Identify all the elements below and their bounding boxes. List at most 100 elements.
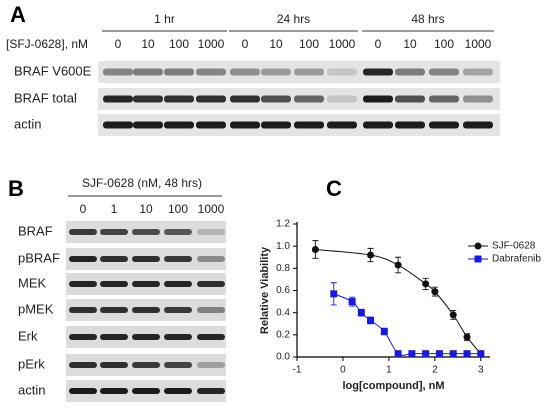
- blot-band: [196, 68, 226, 76]
- x-tick-label: 3: [478, 365, 484, 376]
- row-label: BRAF: [18, 223, 53, 238]
- blot-band: [429, 95, 459, 103]
- blot-band: [133, 121, 163, 129]
- blot-band: [294, 95, 324, 103]
- row-label: pBRAF: [18, 250, 60, 265]
- y-tick-label: 1.0: [276, 241, 290, 252]
- blot-band: [100, 362, 128, 368]
- blot-band: [327, 95, 357, 103]
- data-point: [394, 350, 402, 358]
- dose-label: 1000: [465, 37, 492, 51]
- dose-label: 1000: [198, 37, 225, 51]
- dose-label: 10: [403, 37, 417, 51]
- blot-band: [100, 307, 128, 313]
- blot-band: [395, 95, 425, 103]
- blot-strip: [98, 61, 500, 83]
- y-tick-label: 1.2: [276, 219, 290, 230]
- x-tick-label: 1: [386, 365, 392, 376]
- blot-band: [164, 95, 194, 103]
- blot-band: [69, 256, 97, 262]
- blot-band: [164, 68, 194, 76]
- blot-band: [132, 229, 160, 235]
- blot-band: [133, 68, 163, 76]
- data-point: [357, 309, 365, 317]
- legend-marker: [474, 255, 482, 263]
- blot-band: [164, 362, 192, 368]
- row-label: BRAF V600E: [14, 63, 92, 78]
- legend-marker: [474, 242, 482, 250]
- dose-label: 100: [299, 37, 319, 51]
- blot-band: [100, 281, 128, 287]
- dose-label: 1000: [198, 202, 225, 216]
- data-point: [422, 350, 430, 358]
- data-point: [330, 290, 338, 298]
- blot-band: [132, 334, 160, 340]
- data-point: [311, 245, 319, 253]
- y-tick-label: 0.8: [276, 263, 290, 274]
- legend-label: SJF-0628: [492, 241, 536, 252]
- blot-band: [197, 362, 225, 368]
- dose-label: [SFJ-0628], nM: [6, 37, 88, 51]
- blot-band: [197, 281, 225, 287]
- blot-band: [100, 388, 128, 394]
- time-label: 48 hrs: [411, 12, 444, 26]
- panel-letter: C: [326, 176, 342, 201]
- blot-band: [261, 121, 291, 129]
- data-point: [367, 251, 375, 259]
- blot-band: [230, 68, 260, 76]
- legend-label: Dabrafenib: [492, 254, 541, 265]
- x-tick-label: 0: [340, 365, 346, 376]
- blot-band: [132, 256, 160, 262]
- x-tick-label: -1: [293, 365, 302, 376]
- time-label: 1 hr: [154, 12, 175, 26]
- blot-band: [164, 229, 192, 235]
- y-tick-label: 0.2: [276, 329, 290, 340]
- data-point: [380, 328, 388, 336]
- blot-band: [395, 68, 425, 76]
- data-point: [477, 350, 485, 358]
- blot-band: [363, 68, 393, 76]
- dose-label: 0: [242, 37, 249, 51]
- panel-letter: A: [10, 2, 26, 27]
- row-label: pErk: [18, 356, 45, 371]
- blot-band: [327, 121, 357, 129]
- blot-band: [294, 121, 324, 129]
- blot-band: [164, 281, 192, 287]
- blot-band: [196, 121, 226, 129]
- blot-band: [164, 334, 192, 340]
- dose-label: 10: [269, 37, 283, 51]
- blot-band: [103, 68, 133, 76]
- blot-band: [133, 95, 163, 103]
- dose-label: 10: [141, 37, 155, 51]
- dose-label: 10: [139, 202, 153, 216]
- panel-letter: B: [8, 176, 24, 201]
- data-point: [367, 316, 375, 324]
- blot-band: [261, 68, 291, 76]
- blot-band: [164, 256, 192, 262]
- data-point: [435, 350, 443, 358]
- data-point: [394, 261, 402, 269]
- dose-label: 0: [115, 37, 122, 51]
- blot-band: [100, 229, 128, 235]
- x-tick-label: 2: [432, 365, 438, 376]
- dose-label: 100: [434, 37, 454, 51]
- y-axis-label: Relative Viability: [259, 246, 271, 334]
- blot-band: [395, 121, 425, 129]
- blot-band: [164, 388, 192, 394]
- blot-band: [69, 307, 97, 313]
- blot-band: [197, 334, 225, 340]
- row-label: MEK: [18, 275, 47, 290]
- blot-band: [100, 334, 128, 340]
- blot-band: [230, 121, 260, 129]
- dose-label: 100: [168, 202, 188, 216]
- blot-band: [69, 281, 97, 287]
- data-point: [449, 311, 457, 319]
- data-point: [463, 333, 471, 341]
- blot-band: [103, 121, 133, 129]
- blot-band: [196, 95, 226, 103]
- blot-band: [100, 256, 128, 262]
- row-label: pMEK: [18, 301, 54, 316]
- blot-band: [103, 95, 133, 103]
- blot-band: [132, 307, 160, 313]
